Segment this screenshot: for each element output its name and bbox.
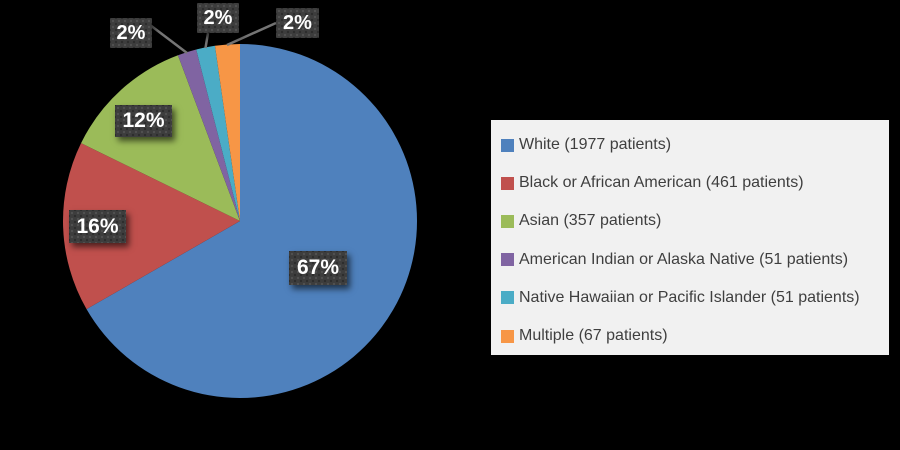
legend-label: Multiple (67 patients)	[519, 327, 668, 345]
legend-swatch-american-indian-icon	[501, 253, 514, 267]
pie-slice-3	[177, 49, 240, 222]
legend-swatch-asian-icon	[501, 214, 514, 228]
percent-label-american-indian: 2%	[110, 18, 152, 48]
legend-item-white: White (1977 patients)	[491, 126, 889, 164]
legend-swatch-multiple-icon	[501, 329, 514, 343]
pie-slice-0	[86, 44, 418, 398]
legend: White (1977 patients) Black or African A…	[491, 120, 889, 355]
legend-label: Black or African American (461 patients)	[519, 174, 804, 192]
legend-label: American Indian or Alaska Native (51 pat…	[519, 250, 849, 268]
percent-label-black: 16%	[69, 210, 126, 243]
percent-label-asian: 12%	[115, 105, 172, 137]
legend-swatch-white-icon	[501, 138, 514, 152]
legend-label: White (1977 patients)	[519, 136, 672, 154]
percent-label-white: 67%	[289, 251, 347, 285]
percent-label-multiple: 2%	[276, 8, 319, 38]
legend-item-multiple: Multiple (67 patients)	[491, 317, 889, 355]
pie-slice-2	[81, 55, 240, 221]
legend-item-american-indian-or-alaska-native: American Indian or Alaska Native (51 pat…	[491, 241, 889, 279]
percent-label-native-hawaiian: 2%	[197, 3, 239, 33]
callout-leader-line	[204, 32, 210, 49]
legend-swatch-black-icon	[501, 176, 514, 190]
legend-item-asian: Asian (357 patients)	[491, 202, 889, 240]
legend-item-native-hawaiian-or-pacific-islander: Native Hawaiian or Pacific Islander (51 …	[491, 279, 889, 317]
callout-leader-line	[149, 24, 188, 54]
legend-label: Native Hawaiian or Pacific Islander (51 …	[519, 288, 860, 306]
legend-label: Asian (357 patients)	[519, 212, 662, 230]
callout-leader-line	[226, 21, 277, 47]
pie-slice-5	[214, 44, 240, 221]
pie-slice-1	[63, 143, 241, 310]
legend-item-black-or-african-american: Black or African American (461 patients)	[491, 164, 889, 202]
pie-slice-4	[196, 45, 240, 221]
legend-swatch-native-hawaiian-icon	[501, 291, 514, 305]
